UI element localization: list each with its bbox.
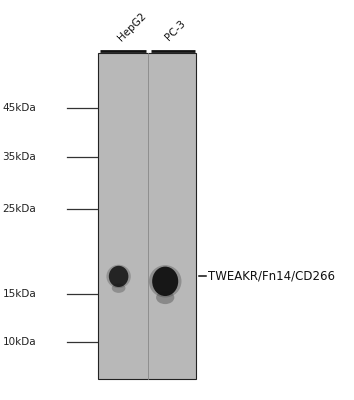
- Bar: [98, 52, 196, 379]
- Text: TWEAKR/Fn14/CD266: TWEAKR/Fn14/CD266: [207, 270, 335, 283]
- Text: 10kDa: 10kDa: [2, 337, 36, 347]
- Ellipse shape: [156, 291, 174, 304]
- Text: HepG2: HepG2: [116, 10, 148, 42]
- Ellipse shape: [109, 266, 129, 287]
- Ellipse shape: [107, 265, 131, 288]
- Text: 25kDa: 25kDa: [2, 204, 36, 214]
- Text: 15kDa: 15kDa: [2, 289, 36, 299]
- Ellipse shape: [149, 265, 182, 298]
- Ellipse shape: [112, 283, 125, 293]
- Ellipse shape: [152, 267, 178, 296]
- Text: PC-3: PC-3: [163, 18, 187, 42]
- Text: 35kDa: 35kDa: [2, 152, 36, 162]
- Text: 45kDa: 45kDa: [2, 103, 36, 113]
